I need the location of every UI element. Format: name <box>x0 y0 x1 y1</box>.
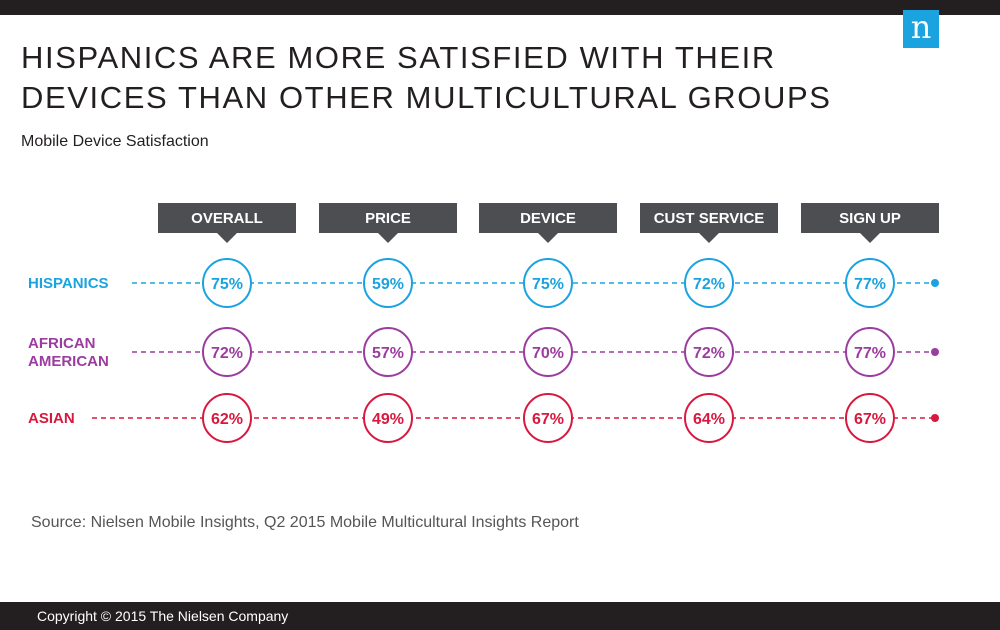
row-label-hispanics: HISPANICS <box>28 275 109 292</box>
value-label-african-american-cust-service: 72% <box>693 345 725 362</box>
value-label-hispanics-price: 59% <box>372 276 404 293</box>
page-title: HISPANICS ARE MORE SATISFIED WITH THEIR … <box>21 40 832 115</box>
value-circle-hispanics-device <box>523 258 573 308</box>
row-end-dot-asian <box>931 414 939 422</box>
value-circle-african-american-sign-up <box>845 327 895 377</box>
value-circle-asian-price <box>363 393 413 443</box>
value-label-asian-price: 49% <box>372 411 404 428</box>
value-circle-african-american-device <box>523 327 573 377</box>
value-circle-african-american-cust-service <box>684 327 734 377</box>
value-circle-hispanics-cust-service <box>684 258 734 308</box>
value-label-hispanics-overall: 75% <box>211 276 243 293</box>
header-label-overall: OVERALL <box>191 210 263 227</box>
value-label-hispanics-cust-service: 72% <box>693 276 725 293</box>
value-label-asian-overall: 62% <box>211 411 243 428</box>
header-box-price <box>319 203 457 233</box>
header-label-device: DEVICE <box>520 210 576 227</box>
header-box-sign-up <box>801 203 939 233</box>
value-label-hispanics-device: 75% <box>532 276 564 293</box>
value-label-african-american-price: 57% <box>372 345 404 362</box>
header-label-price: PRICE <box>365 210 411 227</box>
row-end-dot-hispanics <box>931 279 939 287</box>
value-label-asian-sign-up: 67% <box>854 411 886 428</box>
value-circle-hispanics-sign-up <box>845 258 895 308</box>
value-circle-asian-overall <box>202 393 252 443</box>
satisfaction-chart: OVERALL PRICE DEVICE CUST SERVICE SIGN UP HIS… <box>28 203 939 443</box>
value-label-asian-device: 67% <box>532 411 564 428</box>
value-circle-african-american-overall <box>202 327 252 377</box>
row-label-african-american: AFRICAN <box>28 335 96 352</box>
row-label-asian: ASIAN <box>28 410 75 427</box>
header-box-overall <box>158 203 296 233</box>
header-pointer-sign-up <box>860 233 880 243</box>
source-note: Source: Nielsen Mobile Insights, Q2 2015… <box>31 514 579 531</box>
copyright-text: Copyright © 2015 The Nielsen Company <box>37 608 289 624</box>
row-end-dot-african-american <box>931 348 939 356</box>
footer-bar: Copyright © 2015 The Nielsen Company <box>0 602 1000 630</box>
value-circle-asian-cust-service <box>684 393 734 443</box>
nielsen-logo: n <box>903 10 939 48</box>
header-label-sign-up: SIGN UP <box>839 210 901 227</box>
value-label-african-american-overall: 72% <box>211 345 243 362</box>
header-pointer-device <box>538 233 558 243</box>
header-pointer-overall <box>217 233 237 243</box>
top-bar <box>0 0 1000 15</box>
chart-subtitle: Mobile Device Satisfaction <box>21 133 209 150</box>
value-circle-asian-device <box>523 393 573 443</box>
value-label-african-american-device: 70% <box>532 345 564 362</box>
value-label-african-american-sign-up: 77% <box>854 345 886 362</box>
header-label-cust-service: CUST SERVICE <box>654 210 765 227</box>
header-box-device <box>479 203 617 233</box>
row-label-african-american: AMERICAN <box>28 353 109 370</box>
header-pointer-price <box>378 233 398 243</box>
header-box-cust-service <box>640 203 778 233</box>
value-circle-african-american-price <box>363 327 413 377</box>
value-circle-asian-sign-up <box>845 393 895 443</box>
header-pointer-cust-service <box>699 233 719 243</box>
value-label-asian-cust-service: 64% <box>693 411 725 428</box>
value-circle-hispanics-overall <box>202 258 252 308</box>
value-label-hispanics-sign-up: 77% <box>854 276 886 293</box>
value-circle-hispanics-price <box>363 258 413 308</box>
